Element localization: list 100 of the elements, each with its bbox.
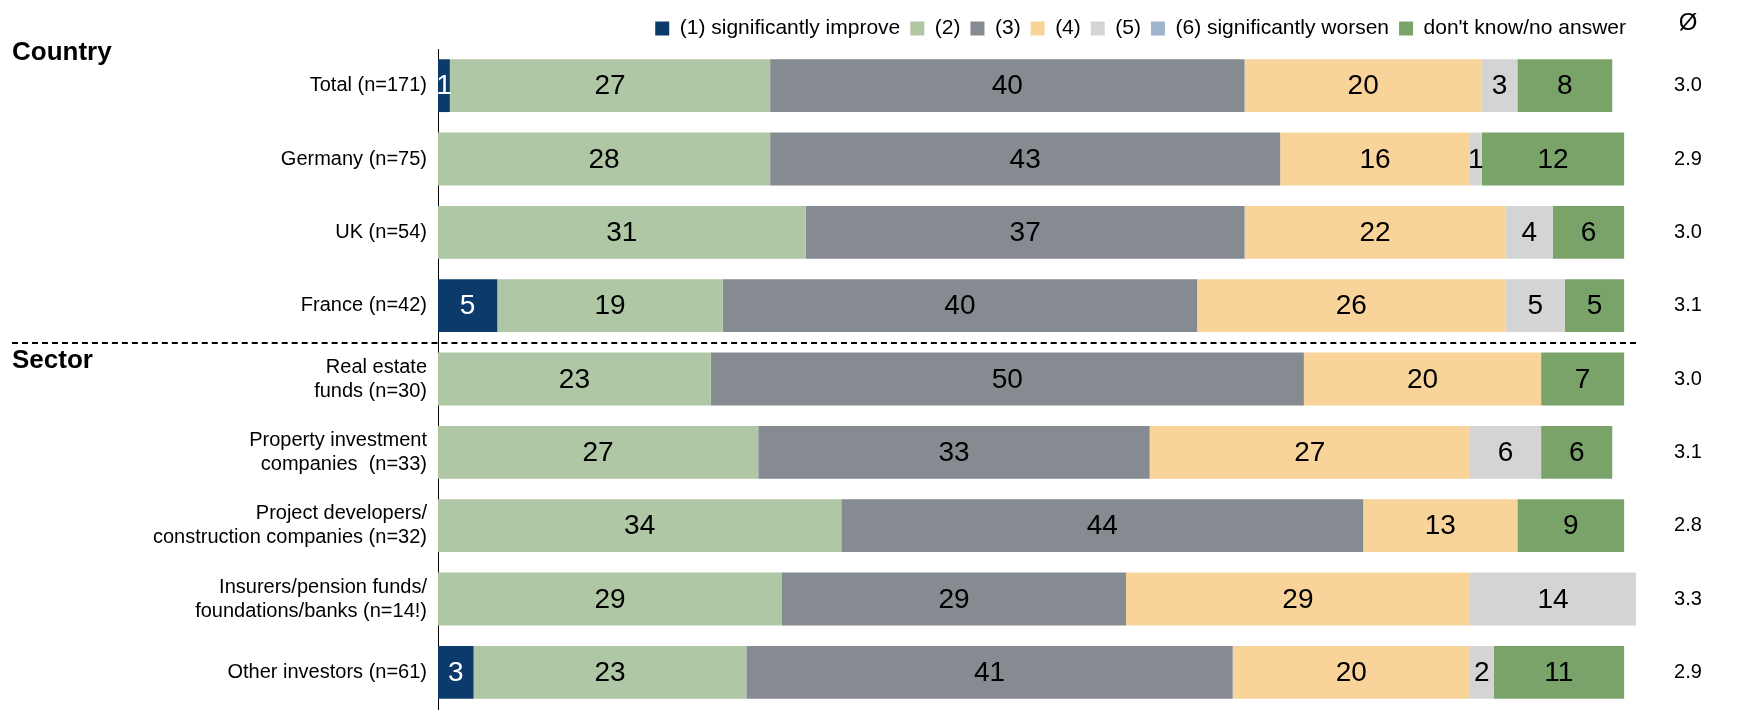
bar: [1541, 352, 1625, 406]
bar: [805, 205, 1245, 259]
bar: [770, 132, 1281, 186]
y-tick-label: Property investment companies (n=33): [249, 427, 428, 474]
data-label: 20: [1406, 362, 1439, 394]
bar: [722, 279, 1198, 333]
data-label: 40: [944, 289, 976, 321]
legend-label: (2): [934, 15, 961, 39]
y-tick-label: UK (n=54): [335, 219, 427, 242]
bar: [1149, 425, 1470, 479]
bar: [1469, 572, 1636, 626]
text: 2.9: [1674, 659, 1702, 682]
bar: [1469, 645, 1494, 699]
bar: [438, 645, 474, 699]
bar: [438, 132, 771, 186]
text: 3.0: [1674, 219, 1702, 242]
data-label: 34: [624, 509, 656, 541]
bar: [1481, 132, 1625, 186]
bar: [1244, 59, 1482, 113]
text: 3.1: [1674, 439, 1702, 462]
y-tick-label: Real estate funds (n=30): [314, 354, 427, 401]
data-label: 29: [1282, 582, 1314, 614]
y-tick-label: Total (n=171): [309, 73, 427, 96]
data-label: 5: [1586, 289, 1603, 321]
data-label: 8: [1557, 69, 1573, 101]
data-label: 44: [1086, 509, 1118, 541]
y-tick-label: Germany (n=75): [280, 146, 427, 169]
data-label: 27: [582, 436, 614, 468]
data-label: 11: [1544, 656, 1574, 688]
data-label: 19: [594, 289, 626, 321]
data-label: 5: [1527, 289, 1543, 321]
text: Ø: [1678, 7, 1698, 35]
bar: [1505, 279, 1565, 333]
text: 2.8: [1674, 513, 1702, 536]
data-label: 7: [1574, 362, 1591, 394]
y-tick-label: France (n=42): [300, 293, 427, 316]
bar: [1493, 645, 1625, 699]
data-label: 14: [1537, 582, 1569, 614]
data-label: 29: [938, 582, 970, 614]
bar: [841, 499, 1364, 553]
text: Country: [12, 35, 113, 66]
data-label: 28: [588, 142, 620, 174]
bar: [1363, 499, 1518, 553]
bar: [1564, 279, 1625, 333]
data-label: 3: [448, 656, 464, 688]
data-label: 16: [1359, 142, 1391, 174]
legend-label: (3): [994, 15, 1021, 39]
text: 3.0: [1674, 366, 1702, 389]
bar: [1125, 572, 1470, 626]
legend-label: (5): [1115, 15, 1141, 39]
bar: [1280, 132, 1470, 186]
legend-label: don't know/no answer: [1423, 15, 1627, 39]
data-label: 50: [991, 362, 1023, 394]
bar: [1232, 645, 1470, 699]
data-label: 27: [594, 69, 626, 101]
data-label: 26: [1335, 289, 1367, 321]
bar: [497, 279, 723, 333]
bar: [473, 645, 747, 699]
bar: [449, 59, 771, 113]
bar: [1552, 205, 1625, 259]
bar: [1481, 59, 1518, 113]
data-label: 6: [1580, 216, 1597, 248]
bar: [438, 425, 759, 479]
data-label: 1: [1468, 142, 1484, 174]
data-label: 9: [1562, 509, 1579, 541]
data-label: 6: [1497, 436, 1514, 468]
bar: [1505, 205, 1553, 259]
text: 3.0: [1674, 73, 1702, 96]
bar: [1517, 499, 1625, 553]
data-label: 40: [991, 69, 1023, 101]
data-label: 6: [1568, 436, 1585, 468]
bar: [438, 205, 806, 259]
data-label: 22: [1359, 216, 1391, 248]
data-label: 3: [1491, 69, 1508, 101]
bar: [758, 425, 1150, 479]
bar: [438, 352, 711, 406]
bar: [1541, 425, 1613, 479]
data-label: 33: [938, 436, 970, 468]
bar: [1244, 205, 1506, 259]
legend-label: (6) significantly worsen: [1175, 15, 1390, 39]
bar: [746, 645, 1233, 699]
bar: [1517, 59, 1613, 113]
bar: [438, 499, 842, 553]
data-label: 29: [594, 582, 626, 614]
text: Sector: [12, 343, 93, 374]
data-label: 20: [1335, 656, 1367, 688]
y-tick-label: Insurers/pension funds/ foundations/banks (n=14!): [195, 574, 428, 621]
data-label: 23: [558, 362, 590, 394]
data-label: 20: [1347, 69, 1379, 101]
bar: [438, 572, 782, 626]
bar: [1197, 279, 1506, 333]
data-label: 43: [1009, 142, 1041, 174]
data-label: 2: [1474, 656, 1490, 688]
text: 3.1: [1674, 293, 1702, 316]
data-label: 12: [1537, 142, 1569, 174]
bar: [710, 352, 1304, 406]
data-label: 23: [594, 656, 626, 688]
data-label: 31: [606, 216, 638, 248]
data-label: 4: [1521, 216, 1538, 248]
legend-label: (4): [1055, 15, 1081, 39]
